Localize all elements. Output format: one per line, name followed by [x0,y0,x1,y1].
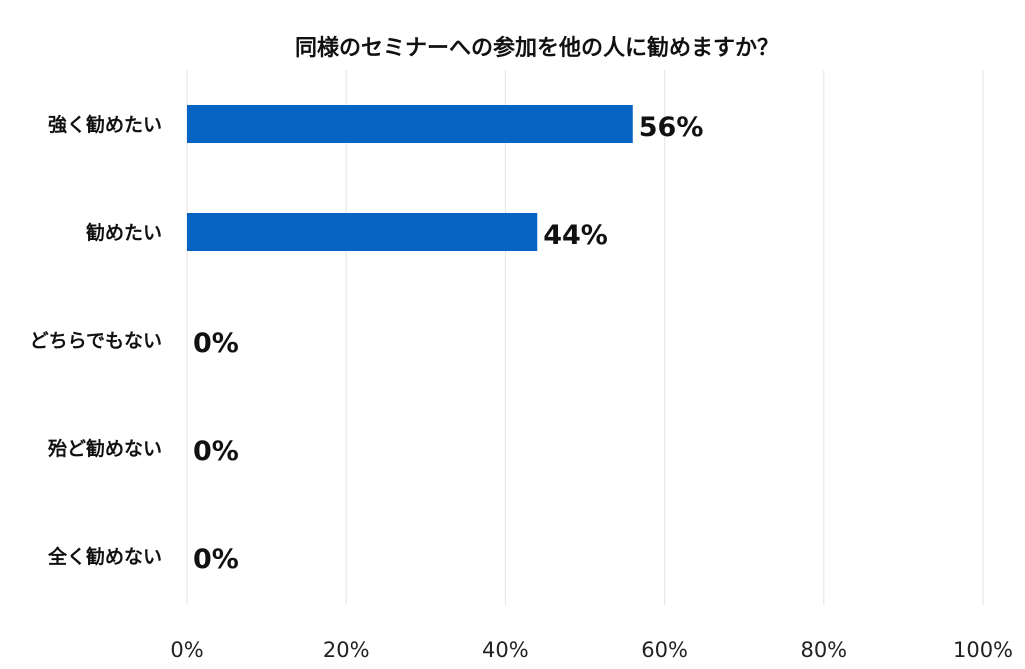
category-label: 殆ど勧めない [47,437,162,460]
gridlines [186,70,984,605]
bar [187,105,633,143]
x-axis-tick-labels: 0% 20% 40% 60% 80% 100% [170,638,1013,662]
x-tick-label: 0% [170,638,203,662]
data-label: 44% [543,220,608,251]
data-labels: 56% 44% 0% 0% 0% [193,112,703,575]
chart-title: 同様のセミナーへの参加を他の人に勧めますか？ [295,35,779,61]
bar [187,213,538,251]
category-label: どちらでもない [30,330,162,352]
data-label: 56% [639,112,704,143]
data-label: 0% [193,328,239,359]
x-tick-label: 40% [482,638,529,662]
x-tick-label: 100% [953,638,1013,662]
category-label: 強く勧めたい [48,113,162,136]
category-label: 勧めたい [85,221,162,244]
x-tick-label: 20% [323,638,370,662]
data-label: 0% [193,436,239,467]
data-label: 0% [193,544,239,575]
x-tick-label: 80% [800,638,847,662]
category-label: 全く勧めない [47,545,162,568]
bars [187,105,633,251]
x-tick-label: 60% [641,638,688,662]
